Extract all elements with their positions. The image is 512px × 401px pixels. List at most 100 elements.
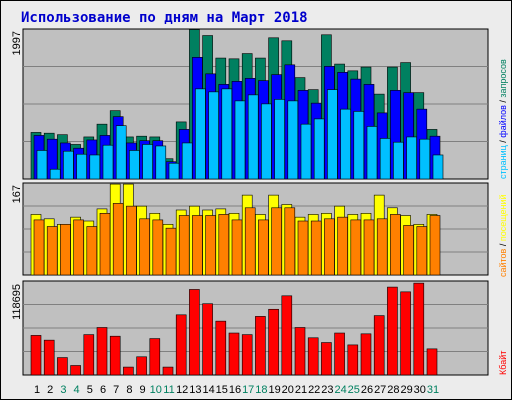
bar-сайтов bbox=[337, 216, 348, 276]
x-axis-days: 1 2 3 4 5 6 7 8 9 10 11 12 13 14 15 16 17 18 19 20 21 22 23 24 2… bbox=[34, 384, 439, 396]
day-label: 28 bbox=[387, 384, 399, 396]
day-label: 15 bbox=[216, 384, 228, 396]
legend: сайтов / посещений bbox=[498, 194, 508, 277]
day-label: 7 bbox=[113, 384, 119, 396]
bar-страниц bbox=[327, 89, 338, 180]
bar-Кбайт bbox=[136, 356, 147, 376]
legend-separator: / bbox=[498, 98, 508, 106]
bar-страниц bbox=[49, 168, 61, 180]
bar-Кбайт bbox=[387, 286, 398, 376]
bar-Кбайт bbox=[347, 344, 359, 376]
bar-Кбайт bbox=[307, 337, 319, 376]
day-label: 21 bbox=[295, 384, 307, 396]
bar-Кбайт bbox=[215, 320, 227, 376]
legend-entry: Кбайт bbox=[498, 351, 508, 375]
bar-Кбайт bbox=[70, 365, 81, 376]
bar-Кбайт bbox=[96, 327, 108, 376]
bar-страниц bbox=[432, 154, 444, 180]
bar-страниц bbox=[195, 88, 206, 180]
bar-страниц bbox=[340, 108, 351, 180]
bar-сайтов bbox=[390, 214, 401, 276]
legend-entry: запросов bbox=[498, 59, 508, 98]
day-label: 1 bbox=[34, 384, 40, 396]
day-label: 19 bbox=[268, 384, 280, 396]
legend-entry: страниц bbox=[498, 145, 508, 179]
day-label: 6 bbox=[100, 384, 106, 396]
bar-сайтов bbox=[324, 218, 335, 276]
bar-страниц bbox=[208, 91, 219, 180]
bar-страниц bbox=[261, 103, 272, 180]
bar-сайтов bbox=[178, 215, 190, 276]
legend-entry: сайтов bbox=[498, 248, 508, 277]
bar-сайтов bbox=[73, 219, 84, 276]
day-label: 30 bbox=[414, 384, 426, 396]
bar-Кбайт bbox=[281, 295, 293, 376]
day-label: 2 bbox=[47, 384, 53, 396]
bar-Кбайт bbox=[400, 291, 411, 376]
bar-страниц bbox=[36, 150, 48, 180]
day-label: 22 bbox=[308, 384, 320, 396]
bar-сайтов bbox=[99, 212, 111, 276]
bar-страниц bbox=[129, 150, 140, 180]
bar-сайтов bbox=[429, 215, 441, 276]
bar-сайтов bbox=[244, 207, 256, 276]
bar-страниц bbox=[419, 138, 431, 180]
bar-Кбайт bbox=[373, 315, 385, 376]
bar-сайтов bbox=[297, 220, 309, 276]
day-label: 12 bbox=[176, 384, 188, 396]
day-label: 13 bbox=[189, 384, 201, 396]
bar-страниц bbox=[313, 118, 325, 180]
bar-Кбайт bbox=[413, 282, 425, 376]
bar-страниц bbox=[168, 162, 180, 180]
bar-страниц bbox=[406, 136, 417, 180]
day-label: 3 bbox=[60, 384, 66, 396]
bar-Кбайт bbox=[149, 338, 161, 376]
bar-Кбайт bbox=[162, 366, 174, 376]
bar-сайтов bbox=[258, 219, 269, 276]
y-max-label: 118695 bbox=[11, 284, 23, 320]
bar-Кбайт bbox=[30, 335, 42, 376]
bar-сайтов bbox=[218, 214, 230, 276]
bar-страниц bbox=[234, 100, 246, 180]
day-label: 26 bbox=[361, 384, 373, 396]
legend: Кбайт bbox=[498, 351, 508, 375]
bar-сайтов bbox=[403, 225, 414, 276]
chart-panel-2: 167 сайтов / посещений bbox=[11, 182, 508, 277]
bar-сайтов bbox=[33, 219, 45, 276]
bar-сайтов bbox=[363, 219, 375, 276]
day-label: 9 bbox=[140, 384, 146, 396]
bar-сайтов bbox=[86, 226, 98, 276]
bar-сайтов bbox=[152, 219, 164, 276]
bar-Кбайт bbox=[294, 327, 306, 376]
chart-title: Использование по дням на Март 2018 bbox=[21, 10, 308, 26]
bar-страниц bbox=[102, 144, 114, 180]
day-label: 25 bbox=[348, 384, 360, 396]
day-label: 20 bbox=[282, 384, 294, 396]
bar-страниц bbox=[379, 138, 391, 180]
bar-сайтов bbox=[231, 219, 243, 276]
bar-страниц bbox=[393, 141, 404, 180]
bar-сайтов bbox=[46, 226, 58, 276]
bar-Кбайт bbox=[109, 335, 121, 376]
bar-сайтов bbox=[139, 218, 150, 276]
bar-Кбайт bbox=[360, 333, 372, 376]
bar-страниц bbox=[115, 125, 127, 180]
bar-страниц bbox=[221, 88, 233, 180]
day-label: 10 bbox=[150, 384, 162, 396]
day-label: 31 bbox=[427, 384, 439, 396]
bar-сайтов bbox=[350, 219, 362, 276]
bar-сайтов bbox=[126, 205, 137, 276]
day-label: 16 bbox=[229, 384, 241, 396]
bar-сайтов bbox=[165, 227, 177, 276]
day-label: 24 bbox=[334, 384, 346, 396]
day-label: 11 bbox=[163, 384, 174, 396]
bar-Кбайт bbox=[321, 342, 332, 376]
bar-сайтов bbox=[416, 226, 428, 276]
day-label: 27 bbox=[374, 384, 386, 396]
bar-Кбайт bbox=[43, 339, 55, 376]
bar-Кбайт bbox=[268, 308, 279, 376]
bar-Кбайт bbox=[123, 366, 134, 376]
y-max-label: 167 bbox=[11, 185, 23, 203]
bar-Кбайт bbox=[334, 332, 345, 376]
